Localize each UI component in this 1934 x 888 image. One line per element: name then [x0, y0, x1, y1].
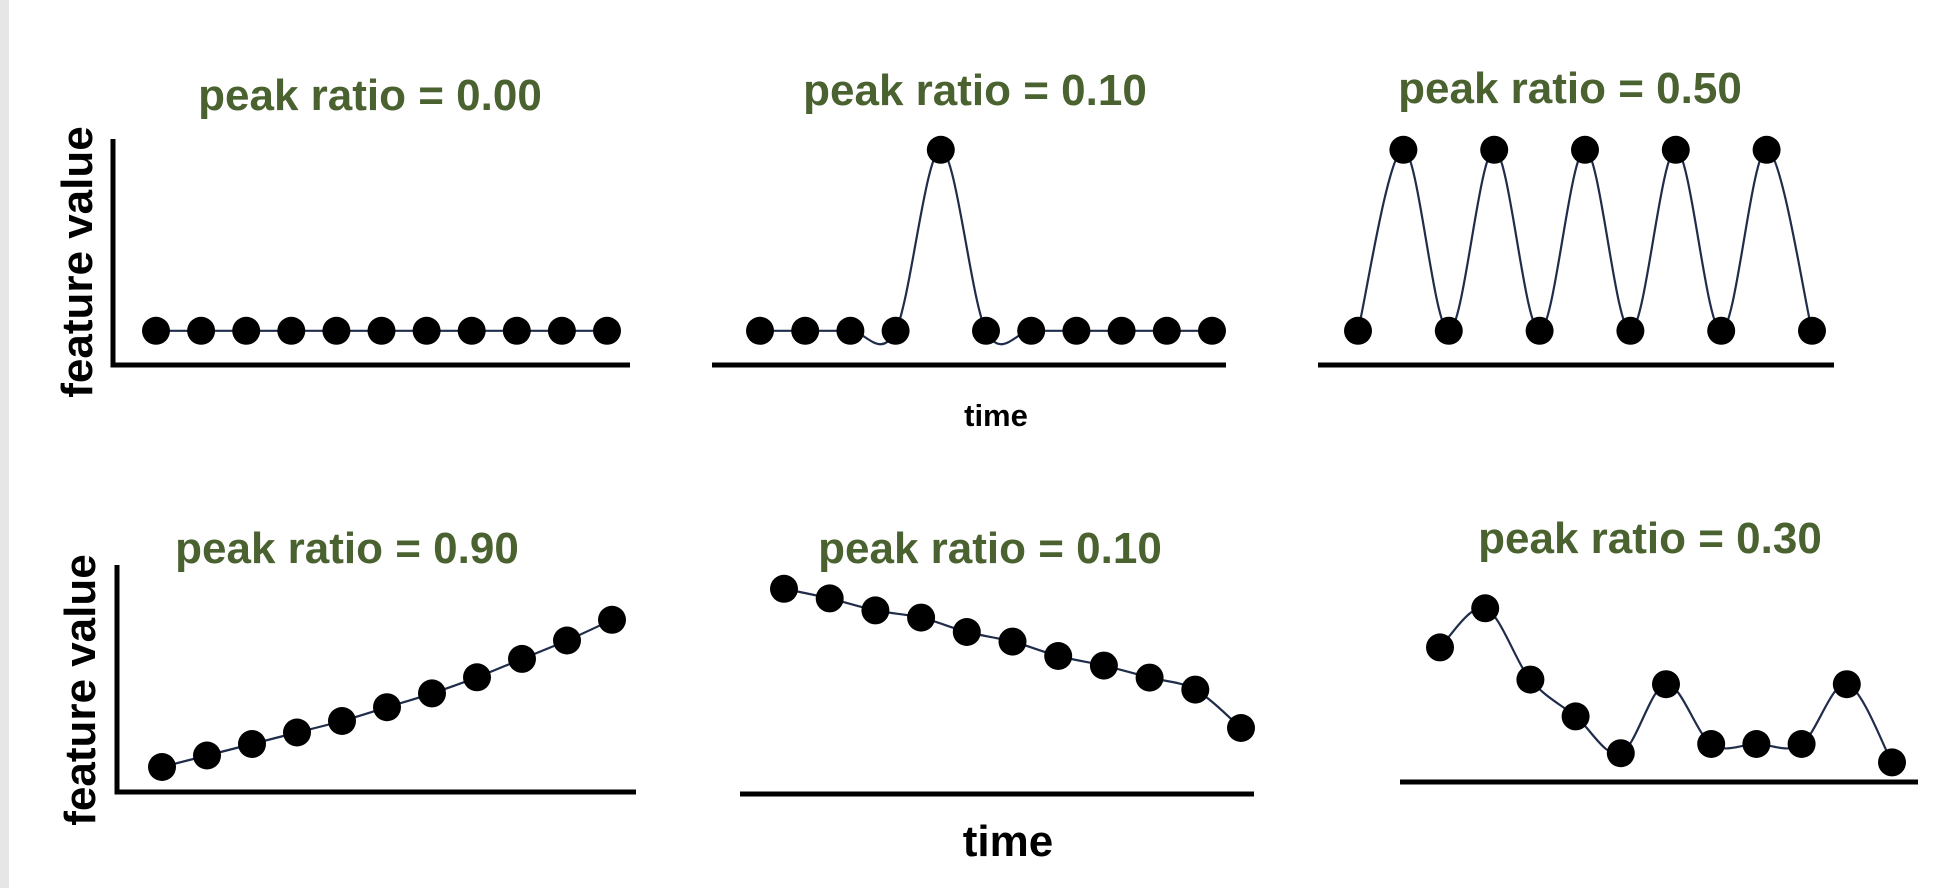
data-point-panel-2-10 — [1152, 316, 1181, 345]
series-panel-1 — [142, 316, 621, 345]
data-point-panel-4-3 — [238, 730, 266, 758]
data-point-panel-6-6 — [1652, 670, 1680, 699]
data-point-panel-3-11 — [1798, 316, 1826, 345]
data-point-panel-1-8 — [457, 316, 486, 345]
data-point-panel-5-8 — [1089, 651, 1118, 680]
data-point-panel-5-7 — [1044, 642, 1073, 670]
data-point-panel-2-8 — [1062, 316, 1091, 345]
data-point-panel-5-3 — [861, 596, 890, 625]
data-point-panel-6-10 — [1832, 670, 1861, 699]
data-point-panel-1-11 — [593, 316, 621, 345]
data-point-panel-6-4 — [1561, 702, 1590, 731]
data-point-panel-4-9 — [508, 644, 536, 673]
data-point-panel-1-10 — [547, 316, 576, 345]
series-panel-2 — [746, 135, 1226, 346]
data-point-panel-3-9 — [1707, 316, 1736, 345]
data-point-panel-5-1 — [770, 574, 798, 603]
data-point-panel-1-4 — [277, 316, 306, 345]
panel-title-4: peak ratio = 0.90 — [175, 524, 519, 573]
y-axis-label-bottom: feature value — [56, 554, 105, 825]
data-point-panel-2-7 — [1017, 316, 1046, 345]
data-point-panel-1-3 — [232, 316, 261, 345]
data-point-panel-5-10 — [1181, 675, 1210, 704]
panel-title-1: peak ratio = 0.00 — [198, 71, 542, 120]
data-point-panel-3-8 — [1661, 135, 1690, 164]
data-point-panel-2-4 — [881, 316, 910, 345]
data-point-panel-5-9 — [1135, 663, 1164, 692]
data-point-panel-2-5 — [926, 135, 955, 164]
data-point-panel-2-3 — [836, 316, 865, 345]
data-point-panel-3-5 — [1525, 316, 1554, 345]
data-point-panel-2-6 — [972, 316, 1000, 345]
data-point-panel-5-5 — [952, 618, 981, 646]
data-point-panel-3-7 — [1616, 316, 1645, 345]
data-point-panel-1-5 — [322, 316, 351, 345]
time-label-top: time — [964, 398, 1028, 433]
data-point-panel-5-4 — [907, 603, 936, 632]
data-point-panel-6-5 — [1606, 739, 1635, 768]
data-point-panel-1-2 — [187, 316, 216, 345]
data-point-panel-3-2 — [1389, 135, 1418, 164]
data-point-panel-3-10 — [1752, 135, 1781, 164]
axis-panel-4 — [114, 565, 636, 795]
data-point-panel-1-7 — [412, 316, 441, 345]
y-axis-label-top: feature value — [53, 126, 102, 397]
series-line-panel-5 — [783, 587, 1242, 729]
data-point-panel-6-7 — [1697, 730, 1726, 758]
data-point-panel-6-1 — [1426, 633, 1454, 662]
data-point-panel-6-9 — [1787, 730, 1816, 758]
left-border-strip — [0, 0, 9, 888]
data-point-panel-2-9 — [1107, 316, 1136, 345]
data-point-panel-4-11 — [598, 605, 626, 634]
data-point-panel-5-2 — [815, 584, 844, 613]
panel-title-2: peak ratio = 0.10 — [803, 66, 1147, 115]
data-point-panel-1-6 — [367, 316, 396, 345]
data-point-panel-4-1 — [148, 753, 176, 781]
data-point-panel-6-2 — [1471, 594, 1500, 623]
data-point-panel-4-7 — [418, 679, 446, 708]
series-line-panel-3 — [1356, 148, 1814, 332]
panel-title-6: peak ratio = 0.30 — [1478, 514, 1822, 563]
time-label-bottom: time — [963, 817, 1053, 866]
data-point-panel-4-2 — [193, 741, 221, 770]
data-point-panel-3-4 — [1480, 135, 1509, 164]
data-point-panel-6-11 — [1878, 748, 1906, 777]
data-point-panel-3-6 — [1571, 135, 1599, 164]
series-panel-5 — [770, 574, 1255, 742]
panel-title-3: peak ratio = 0.50 — [1398, 64, 1742, 113]
data-point-panel-4-4 — [283, 718, 311, 747]
data-point-panel-4-10 — [553, 626, 581, 655]
data-point-panel-5-6 — [998, 627, 1027, 656]
series-panel-6 — [1426, 594, 1906, 777]
panel-title-5: peak ratio = 0.10 — [818, 524, 1162, 573]
data-point-panel-1-9 — [502, 316, 531, 345]
series-panel-3 — [1344, 135, 1826, 345]
data-point-panel-6-3 — [1516, 665, 1545, 694]
axis-panel-1 — [110, 139, 630, 368]
data-point-panel-2-11 — [1198, 316, 1226, 345]
data-point-panel-6-8 — [1742, 730, 1771, 758]
series-panel-4 — [148, 605, 626, 781]
data-point-panel-4-6 — [373, 693, 401, 722]
data-point-panel-2-2 — [791, 316, 820, 345]
data-point-panel-1-1 — [142, 316, 170, 345]
data-point-panel-5-11 — [1227, 714, 1255, 742]
data-point-panel-4-8 — [463, 663, 491, 692]
data-point-panel-3-1 — [1344, 316, 1372, 345]
data-point-panel-4-5 — [328, 707, 356, 735]
data-point-panel-2-1 — [746, 316, 774, 345]
series-line-panel-2 — [760, 148, 1212, 346]
data-point-panel-3-3 — [1434, 316, 1463, 345]
